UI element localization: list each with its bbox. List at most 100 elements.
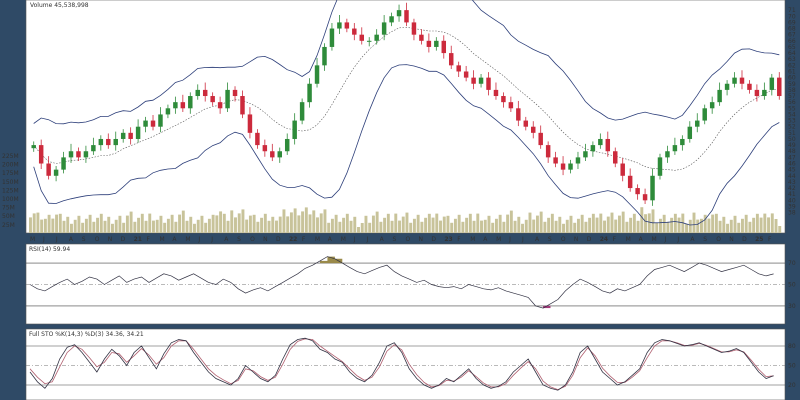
candle-body — [441, 40, 447, 54]
volume-bar — [196, 219, 200, 233]
volume-bar — [140, 213, 144, 233]
volume-tick-label: 150M — [2, 179, 19, 186]
volume-bar — [155, 219, 159, 233]
price-tick-label: 50 — [788, 136, 796, 143]
volume-bar — [185, 220, 189, 233]
volume-bar — [729, 219, 733, 233]
volume-bar — [774, 219, 778, 233]
volume-bar — [401, 216, 405, 233]
month-tick-label: O — [95, 236, 100, 243]
volume-bar — [207, 218, 211, 233]
volume-bar — [442, 216, 446, 233]
volume-bar — [107, 216, 111, 233]
volume-bar — [498, 214, 502, 233]
volume-tick-label: 100M — [2, 196, 19, 203]
candle-body — [76, 151, 81, 158]
month-tick-label: D — [276, 236, 281, 243]
price-tick-label: 58 — [788, 87, 796, 94]
price-tick-label: 52 — [788, 124, 796, 131]
volume-bar — [267, 220, 271, 233]
volume-bar — [282, 209, 286, 233]
price-tick-label: 70 — [788, 13, 796, 20]
candle-body — [284, 138, 290, 152]
volume-bar — [125, 215, 129, 233]
volume-bar — [375, 211, 379, 233]
volume-bar — [103, 220, 107, 233]
candle-body — [680, 138, 685, 146]
candle-body — [709, 102, 715, 109]
stochastic-tick-label: 80 — [788, 343, 796, 350]
month-tick-label: N — [574, 236, 579, 243]
volume-bar — [644, 214, 648, 233]
volume-bar — [547, 217, 551, 233]
volume-bar — [453, 218, 457, 233]
month-tick-label: D — [431, 236, 436, 243]
volume-bar — [181, 210, 185, 233]
candle-body — [150, 120, 156, 127]
volume-bar — [398, 220, 401, 233]
volume-bar — [304, 207, 308, 233]
month-tick-label: S — [82, 236, 86, 243]
month-tick-label: 25 — [755, 236, 763, 243]
stochastic-tick-label: 20 — [788, 382, 796, 389]
candle-body — [426, 40, 432, 47]
candle-body — [225, 89, 230, 109]
month-tick-label: F — [302, 236, 306, 243]
candle-body — [195, 89, 200, 97]
volume-bar — [114, 219, 118, 233]
volume-bar — [509, 210, 513, 233]
volume-bar — [424, 217, 428, 233]
volume-bar — [718, 220, 722, 233]
volume-bar — [342, 217, 346, 233]
volume-legend: Volume 45,538,998 — [30, 2, 89, 9]
candle-body — [307, 83, 312, 103]
month-tick-label: J — [508, 236, 511, 243]
volume-bar — [316, 217, 319, 233]
candle-body — [665, 151, 670, 158]
volume-bar — [554, 220, 558, 233]
stochastic-tick-label: 50 — [788, 363, 796, 370]
month-tick-label: S — [703, 236, 707, 243]
volume-bar — [543, 221, 547, 233]
volume-bar — [222, 213, 226, 233]
rsi-grid: 70 50 30 — [26, 260, 796, 310]
stochastic-grid: 80 50 20 — [26, 343, 796, 389]
volume-bar — [193, 223, 196, 233]
month-tick-label: 24 — [600, 236, 608, 243]
price-tick-label: 56 — [788, 99, 796, 106]
volume-bar — [204, 222, 208, 233]
volume-bar — [163, 222, 167, 233]
volume-bar — [632, 213, 636, 233]
bollinger-bands — [33, 0, 780, 226]
rsi-line — [29, 256, 774, 309]
volume-bar — [610, 212, 614, 233]
volume-bar — [614, 219, 618, 233]
volume-bar — [357, 227, 360, 233]
candle-body — [202, 89, 208, 97]
candle-body — [113, 138, 118, 146]
volume-bar — [51, 218, 55, 233]
candle-body — [545, 145, 551, 158]
volume-bar — [237, 213, 241, 233]
month-tick-label: M — [159, 236, 164, 243]
volume-bar — [502, 221, 506, 233]
volume-bar — [219, 211, 223, 233]
volume-bar — [174, 221, 178, 233]
volume-bar — [245, 219, 249, 233]
candle-body — [732, 77, 737, 84]
month-tick-label: J — [353, 236, 356, 243]
volume-tick-label: 125M — [2, 187, 19, 194]
candle-body — [560, 163, 566, 170]
volume-bar — [286, 216, 290, 233]
candle-body — [739, 77, 745, 84]
volume-bar — [487, 215, 491, 233]
candle-body — [538, 132, 543, 146]
price-tick-label: 59 — [788, 81, 796, 88]
volume-bar — [371, 215, 375, 233]
volume-bar — [733, 215, 737, 233]
candle-body — [471, 77, 476, 84]
candle-body — [366, 40, 372, 42]
candle-body — [695, 120, 700, 127]
candle-body — [627, 175, 633, 189]
